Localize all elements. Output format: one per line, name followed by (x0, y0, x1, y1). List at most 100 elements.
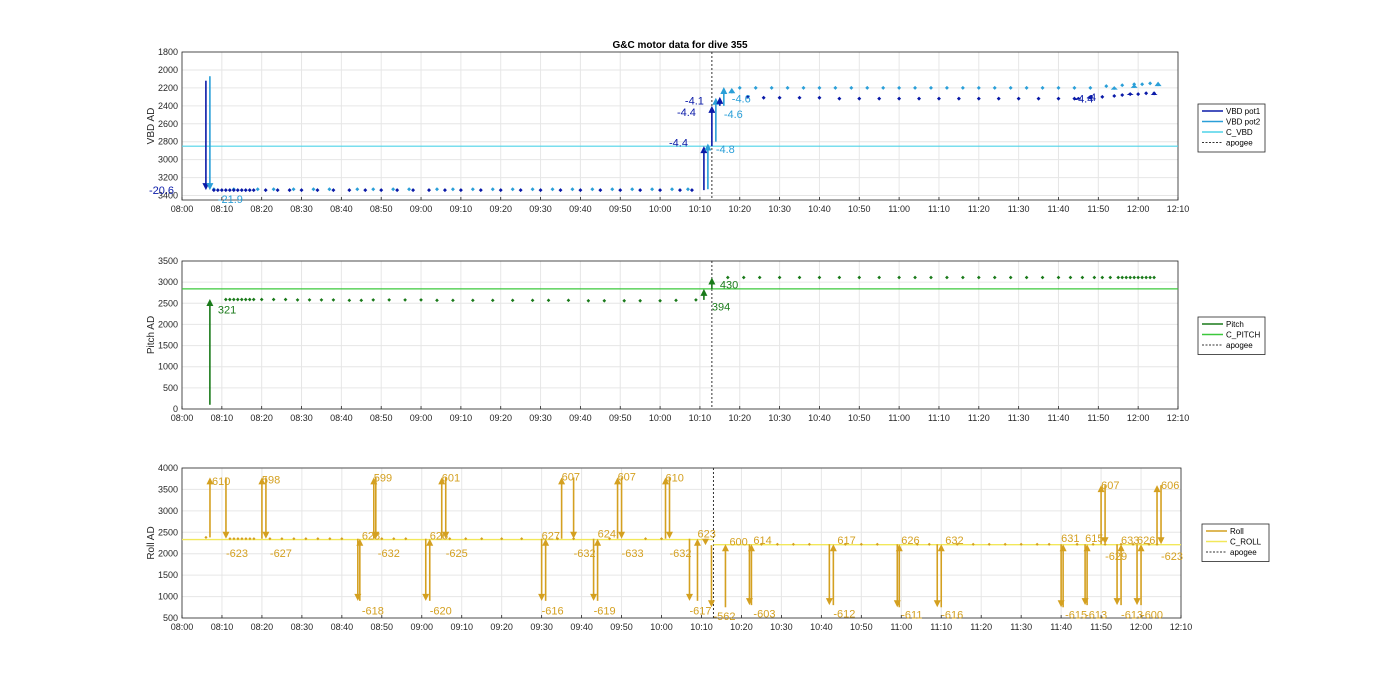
move-arrow-head (570, 531, 578, 539)
pitch-point (638, 298, 642, 303)
x-tick-label: 08:30 (290, 204, 313, 214)
roll-point (316, 537, 320, 541)
move-arrow-head (1133, 598, 1141, 606)
move-arrow-head (1137, 544, 1145, 552)
pitch-point (307, 298, 312, 302)
x-tick-label: 09:30 (529, 413, 552, 423)
move-arrow-head (426, 538, 434, 546)
x-tick-label: 12:10 (1167, 413, 1190, 423)
pitch-point (658, 298, 662, 303)
roll-point (1019, 542, 1023, 546)
move-label: -21.9 (218, 194, 243, 206)
move-label: 610 (666, 472, 684, 484)
roll-point (1131, 542, 1135, 546)
x-tick-label: 08:00 (171, 622, 194, 632)
x-tick-label: 10:30 (768, 413, 791, 423)
x-tick-label: 10:40 (810, 622, 833, 632)
roll-point (1003, 542, 1007, 546)
roll-point (759, 542, 763, 546)
y-tick-label: 3000 (158, 277, 178, 287)
pitch-point (586, 298, 591, 303)
x-tick-label: 10:50 (848, 413, 871, 423)
pitch-point (283, 297, 288, 302)
move-arrow-head (542, 538, 550, 546)
x-tick-label: 08:30 (290, 413, 313, 423)
pitch-point (674, 298, 678, 303)
legend-label: apogee (1226, 341, 1253, 350)
x-tick-label: 08:20 (250, 413, 273, 423)
roll-point (340, 537, 344, 541)
pitch-point (470, 298, 475, 303)
roll-point (556, 537, 560, 541)
x-tick-label: 10:00 (649, 413, 672, 423)
pot1-point (235, 188, 240, 193)
x-tick-label: 11:00 (888, 413, 910, 423)
move-arrow-head (937, 544, 945, 552)
pot2-point (685, 187, 690, 192)
move-arrow-head (685, 593, 693, 601)
move-label: -627 (270, 548, 292, 560)
move-arrow-head (1101, 537, 1109, 545)
move-label: 394 (712, 302, 730, 314)
move-label: -603 (753, 609, 775, 621)
move-label: -623 (1161, 551, 1183, 563)
y-tick-label: 2800 (158, 137, 178, 147)
roll-point (775, 542, 779, 546)
move-label: -4.4 (677, 107, 696, 119)
move-label: -20.6 (149, 185, 174, 197)
pitch-point (271, 297, 276, 302)
pitch-point (694, 298, 698, 302)
move-arrow-head (662, 477, 670, 485)
move-label: 607 (1101, 480, 1119, 492)
pitch-point (359, 298, 364, 303)
y-tick-label: 2000 (158, 319, 178, 329)
pitch-point (777, 275, 782, 280)
roll-point (244, 537, 248, 541)
pitch-point (490, 298, 495, 303)
x-tick-label: 09:50 (609, 204, 632, 214)
plot-area (182, 261, 1178, 409)
pot1-point (219, 188, 224, 193)
x-tick-label: 11:30 (1008, 204, 1030, 214)
move-label: -633 (622, 548, 644, 560)
roll-point (304, 537, 308, 541)
move-arrow-head (728, 87, 736, 94)
move-label: -623 (226, 548, 248, 560)
x-tick-label: 08:10 (211, 622, 234, 632)
roll-point (236, 537, 240, 541)
pitch-point (602, 298, 607, 303)
pitch-point (235, 297, 240, 302)
x-tick-label: 11:30 (1010, 622, 1032, 632)
move-label: -4.8 (716, 144, 735, 156)
roll-point (520, 537, 524, 541)
x-tick-label: 08:10 (211, 204, 234, 214)
figure-title: G&C motor data for dive 355 (612, 40, 747, 51)
pot2-point (490, 187, 495, 192)
move-label: 599 (374, 472, 392, 484)
pot1-point (379, 188, 384, 193)
move-label: 632 (945, 535, 963, 547)
panel-roll: 08:00 08:10 08:20 08:30 08:40 08:50 09:00 09:10… (146, 463, 1270, 632)
pot1-point (223, 188, 228, 193)
pot1-point (598, 188, 603, 193)
plot-area (182, 52, 1178, 200)
y-tick-label: 1500 (158, 570, 178, 580)
pitch-point (403, 298, 407, 302)
pitch-point (757, 275, 762, 280)
move-label: 623 (697, 529, 715, 541)
y-tick-label: 3200 (158, 173, 178, 183)
x-tick-label: 09:20 (489, 413, 512, 423)
move-arrow-head (206, 299, 214, 307)
y-axis-label: VBD AD (146, 108, 157, 145)
legend-label: Pitch (1226, 320, 1244, 329)
x-tick-label: 09:40 (569, 204, 592, 214)
move-label: 624 (598, 529, 616, 541)
move-arrow-head (1150, 92, 1158, 96)
pot1-point (239, 188, 244, 193)
pitch-point (976, 275, 981, 280)
pitch-point (961, 275, 965, 280)
x-tick-label: 11:50 (1087, 413, 1109, 423)
pitch-point (945, 275, 949, 280)
move-arrow-head (356, 538, 364, 546)
move-arrow-head (716, 96, 724, 104)
